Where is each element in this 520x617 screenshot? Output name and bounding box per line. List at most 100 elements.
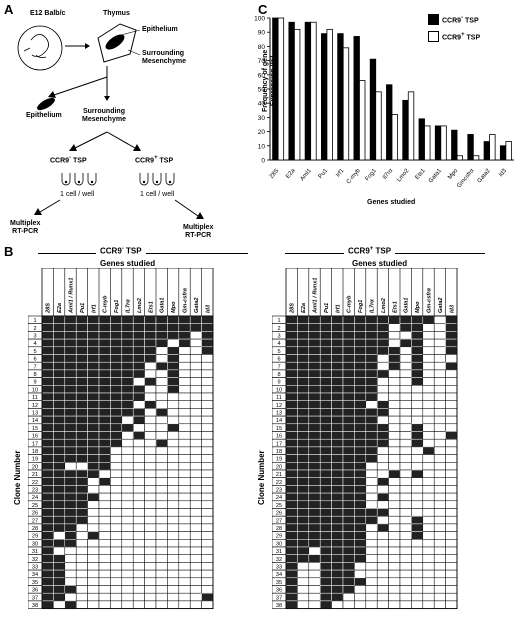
expression-cell-positive <box>98 361 111 371</box>
expression-cell-negative <box>189 600 202 609</box>
expression-cell-negative <box>155 400 168 409</box>
expression-cell-negative <box>422 331 435 340</box>
expression-cell-positive <box>98 400 111 409</box>
expression-cell-negative <box>189 392 202 401</box>
expression-cell-positive <box>445 431 458 440</box>
expression-cell-negative <box>433 515 446 525</box>
expression-cell-positive <box>308 431 321 440</box>
bar-ccr9-neg <box>321 33 328 161</box>
expression-cell-positive <box>297 446 310 455</box>
expression-cell-positive <box>201 592 214 602</box>
expression-cell-positive <box>331 500 344 509</box>
clone-id-label: 6 <box>33 357 36 363</box>
clone-id-label: 21 <box>276 472 282 478</box>
expression-cell-positive <box>41 338 54 348</box>
expression-cell-positive <box>331 539 344 548</box>
expression-cell-negative <box>388 515 401 525</box>
expression-cell-positive <box>365 392 378 401</box>
expression-cell-negative <box>167 462 180 471</box>
expression-cell-positive <box>98 385 111 394</box>
expression-cell-positive <box>53 431 66 440</box>
expression-cell-negative <box>201 462 214 471</box>
clone-id-label: 16 <box>32 434 38 440</box>
y-tick-label: 80 <box>258 44 266 51</box>
expression-cell-negative <box>422 369 435 378</box>
embryo-body-icon <box>23 34 49 59</box>
expression-cell-negative <box>64 546 77 555</box>
clone-id-label: 7 <box>277 364 280 370</box>
expression-cell-positive <box>354 523 367 532</box>
expression-cell-positive <box>98 315 111 324</box>
expression-cell-negative <box>433 392 446 401</box>
expression-cell-negative <box>132 539 145 548</box>
expression-cell-positive <box>342 377 355 386</box>
expression-cell-negative <box>354 600 367 609</box>
expression-cell-negative <box>132 454 145 463</box>
expression-cell-positive <box>98 408 111 417</box>
expression-cell-negative <box>98 508 111 517</box>
expression-cell-negative <box>399 392 412 401</box>
expression-cell-positive <box>64 331 77 340</box>
expression-cell-positive <box>342 585 355 594</box>
expression-cell-positive <box>331 531 344 540</box>
expression-cell-positive <box>342 508 355 517</box>
expression-cell-negative <box>433 531 446 540</box>
expression-cell-positive <box>132 323 145 332</box>
expression-cell-negative <box>64 577 77 586</box>
expression-cell-negative <box>422 462 435 471</box>
expression-cell-negative <box>376 377 389 386</box>
expression-cell-positive <box>144 331 157 340</box>
expression-cell-positive <box>121 369 134 378</box>
expression-cell-negative <box>376 562 389 571</box>
y-tick-label: 10 <box>258 143 266 150</box>
expression-cell-positive <box>354 492 367 502</box>
expression-cell-positive <box>342 492 355 502</box>
expression-cell-negative <box>201 485 214 494</box>
expression-cell-positive <box>53 585 66 594</box>
epithelium-out-label: Epithelium <box>26 112 62 119</box>
bar-ccr9-pos <box>472 155 480 161</box>
expression-cell-negative <box>53 600 66 609</box>
expression-cell-positive <box>297 431 310 440</box>
expression-cell-negative <box>201 446 214 455</box>
expression-cell-positive <box>365 338 378 348</box>
bar-ccr9-pos <box>424 125 431 161</box>
expression-cell-negative <box>388 423 401 432</box>
expression-cell-positive <box>331 585 344 594</box>
expression-cell-positive <box>64 446 77 455</box>
clone-id-label: 27 <box>276 518 282 524</box>
expression-cell-negative <box>354 592 367 602</box>
expression-cell-negative <box>178 577 191 586</box>
expression-cell-positive <box>331 385 344 394</box>
expression-cell-negative <box>433 315 446 324</box>
expression-cell-positive <box>53 492 66 502</box>
expression-cell-positive <box>354 477 367 486</box>
expression-cell-positive <box>308 554 321 563</box>
expression-cell-positive <box>331 438 344 448</box>
expression-cell-negative <box>422 539 435 548</box>
expression-cell-negative <box>445 415 458 425</box>
expression-cell-negative <box>422 523 435 532</box>
expression-cell-negative <box>297 562 310 571</box>
expression-cell-negative <box>376 361 389 371</box>
expression-cell-positive <box>167 354 180 363</box>
expression-cell-negative <box>121 546 134 555</box>
expression-cell-positive <box>98 392 111 401</box>
expression-cell-positive <box>319 469 332 478</box>
expression-cell-negative <box>433 562 446 571</box>
expression-cell-positive <box>308 423 321 432</box>
expression-cell-positive <box>53 562 66 571</box>
y-tick-label: 100 <box>254 16 265 23</box>
clone-id-label: 34 <box>276 572 282 578</box>
expression-cell-negative <box>87 585 100 594</box>
expression-cell-negative <box>422 569 435 579</box>
expression-cell-positive <box>354 385 367 394</box>
gene-header-label: Gata2 <box>438 297 444 313</box>
expression-cell-negative <box>110 508 123 517</box>
expression-cell-negative <box>411 546 424 555</box>
expression-cell-positive <box>411 354 424 363</box>
expression-cell-negative <box>411 539 424 548</box>
expression-cell-negative <box>144 477 157 486</box>
expression-cell-positive <box>41 562 54 571</box>
clone-id-label: 26 <box>276 511 282 517</box>
